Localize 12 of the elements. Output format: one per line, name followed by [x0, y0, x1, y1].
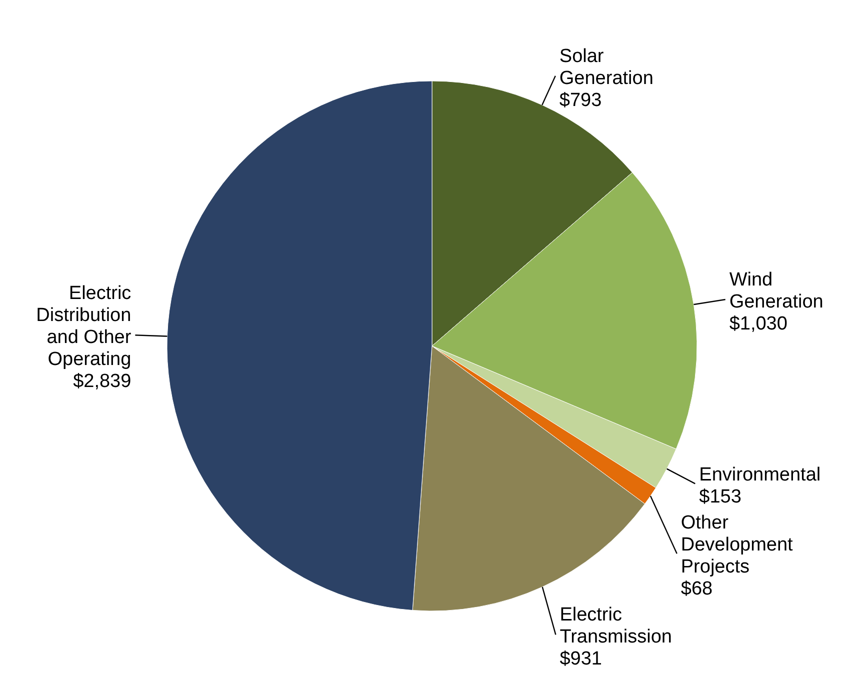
- slice-label: Other Development Projects: [680, 512, 794, 578]
- slice-label: Environmental: [699, 464, 821, 486]
- data-label: $68: [680, 578, 713, 600]
- slice-label: Electric Distribution and Other Operating: [36, 283, 132, 370]
- slice-label: Electric Transmission: [560, 604, 672, 648]
- slice-label: Solar Generation: [559, 46, 654, 89]
- data-label: $2,839: [73, 371, 132, 392]
- data-label: $1,030: [729, 313, 788, 334]
- slice-label: Wind Generation: [729, 269, 824, 312]
- data-label: $153: [699, 486, 742, 508]
- data-label: $793: [559, 90, 602, 111]
- data-label: $931: [560, 648, 602, 670]
